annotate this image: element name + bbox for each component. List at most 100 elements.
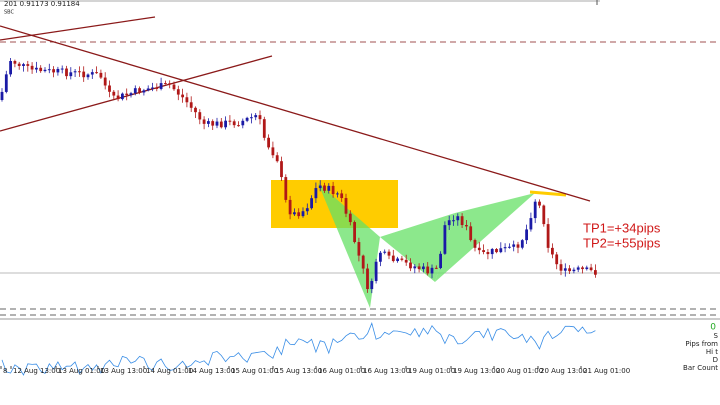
candle-body	[353, 222, 356, 243]
candle-body	[56, 68, 60, 73]
candle-body	[533, 201, 537, 219]
candle-body	[164, 83, 167, 85]
candle-body	[443, 225, 447, 254]
trend-line	[0, 25, 591, 202]
candle-body	[138, 88, 141, 93]
candle-body	[267, 137, 270, 148]
pattern-triangle	[435, 193, 535, 282]
candle-body	[391, 255, 395, 262]
candle-body	[60, 68, 64, 70]
candle-body	[39, 67, 43, 72]
candle-body	[439, 253, 442, 269]
candle-body	[146, 88, 150, 91]
candle-body	[35, 67, 38, 70]
candle-body	[490, 249, 494, 255]
candle-body	[275, 155, 279, 162]
candle-body	[297, 212, 301, 217]
candle-body	[245, 117, 249, 121]
candle-body	[594, 270, 597, 275]
x-axis-label: 20 Aug 01:00	[496, 367, 543, 375]
candle-body	[495, 249, 498, 253]
candle-body	[202, 119, 206, 124]
candle-body	[383, 251, 387, 253]
candle-body	[198, 112, 202, 120]
candle-body	[387, 251, 391, 256]
candle-body	[589, 267, 593, 271]
candle-body	[194, 107, 197, 113]
candle-body	[499, 248, 503, 253]
candle-body	[409, 262, 412, 269]
candle-body	[0, 91, 4, 100]
target-line	[529, 190, 567, 197]
candle-body	[469, 226, 473, 241]
candle-body	[125, 93, 129, 96]
candle-body	[82, 71, 86, 78]
candle-body	[293, 212, 296, 215]
quote-subtitle: SBC	[4, 10, 15, 16]
trend-line	[0, 16, 156, 41]
candle-body	[185, 97, 189, 103]
trend-line	[0, 55, 273, 132]
x-axis-label: 8	[3, 367, 7, 375]
candles	[0, 57, 597, 294]
candle-body	[30, 65, 34, 70]
candle-body	[151, 87, 154, 89]
x-axis-label: 13 Aug 01:00	[58, 367, 105, 375]
candle-body	[215, 121, 219, 126]
candle-body	[576, 267, 580, 270]
candle-body	[314, 188, 318, 199]
candle-body	[336, 193, 339, 195]
x-axis-label: 19 Aug 13:00	[453, 367, 500, 375]
candle-body	[520, 240, 524, 248]
candle-body	[413, 266, 417, 269]
candle-body	[172, 84, 176, 90]
candle-body	[26, 64, 30, 66]
candle-body	[129, 93, 133, 96]
indicator-label: D	[713, 356, 718, 364]
candle-body	[486, 252, 490, 255]
oscillator-line	[1, 322, 596, 376]
x-axis-label: 14 Aug 01:00	[146, 367, 193, 375]
candle-body	[503, 247, 507, 249]
candle-body	[417, 266, 421, 270]
candle-body	[250, 117, 253, 119]
indicator-label: Pips from	[685, 340, 718, 348]
indicator-value: 0	[710, 323, 716, 333]
candle-body	[559, 264, 563, 271]
candle-body	[176, 89, 180, 95]
candle-body	[529, 218, 533, 230]
candle-body	[52, 69, 55, 73]
candle-body	[344, 198, 348, 214]
candle-body	[400, 258, 404, 260]
trend-lines	[0, 16, 591, 202]
candle-body	[361, 255, 365, 269]
candle-body	[374, 261, 378, 282]
indicator-label: Hi t	[706, 348, 718, 356]
candle-body	[121, 93, 124, 100]
candle-body	[189, 102, 193, 108]
indicator-label: Bar Count	[683, 364, 718, 372]
pattern-triangle	[380, 213, 455, 282]
annotation: TP2=+55pips	[583, 235, 661, 250]
x-axis-label: 15 Aug 13:00	[275, 367, 322, 375]
annotation: TP1=+34pips	[583, 220, 661, 235]
x-axis-label: 20 Aug 13:00	[540, 367, 587, 375]
candle-body	[456, 216, 460, 221]
candle-body	[43, 69, 47, 72]
candle-body	[434, 267, 438, 269]
candle-body	[284, 177, 288, 200]
candle-body	[142, 90, 146, 93]
candle-body	[69, 72, 73, 77]
x-axis-label: 13 Aug 13:00	[100, 367, 147, 375]
candle-body	[224, 120, 227, 128]
candle-body	[271, 147, 275, 156]
candle-body	[396, 258, 399, 262]
candle-body	[241, 120, 245, 126]
candle-body	[159, 83, 163, 89]
candle-body	[404, 259, 408, 263]
candle-body	[258, 115, 262, 120]
candle-body	[181, 94, 184, 98]
candle-body	[9, 61, 12, 75]
candle-body	[211, 121, 215, 126]
